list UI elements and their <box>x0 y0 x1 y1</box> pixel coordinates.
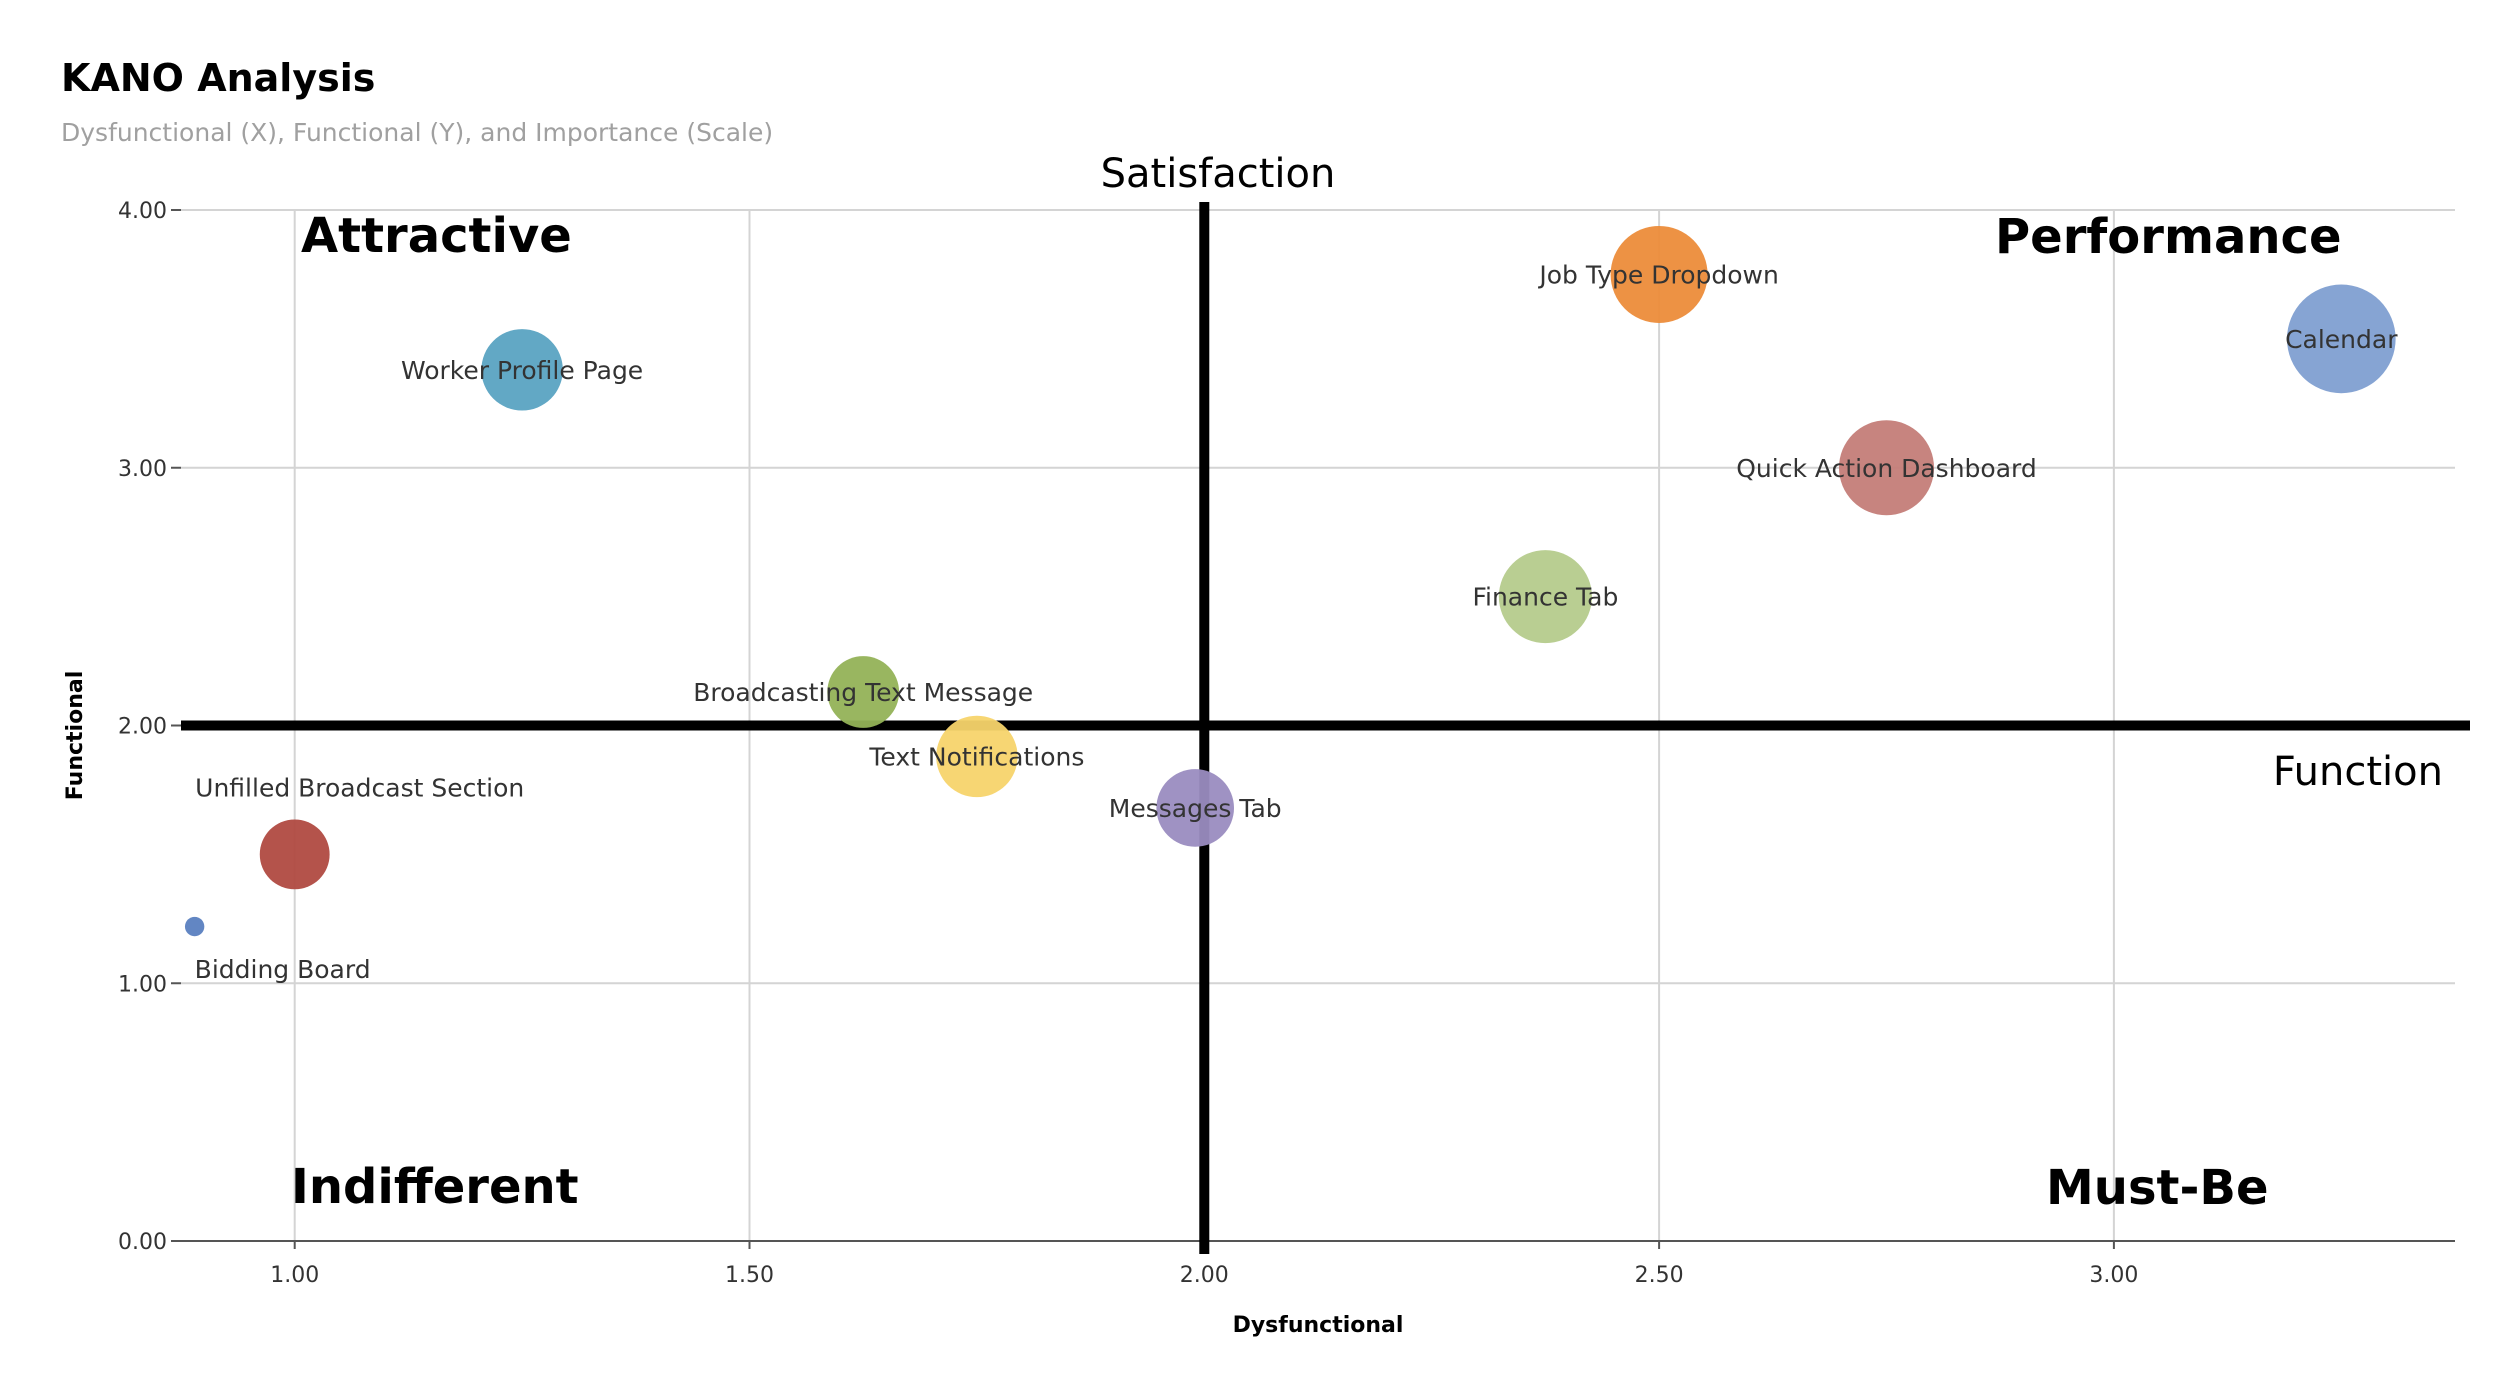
quadrant-label-performance: Performance <box>1995 209 2342 265</box>
bubble-point <box>2286 284 2396 394</box>
y-tick-label: 2.00 <box>118 715 167 740</box>
bubble-point <box>1498 550 1592 644</box>
x-axis-title: Dysfunctional <box>1233 1313 1404 1338</box>
bubble-label: Worker Profile Page <box>401 356 643 385</box>
bubble-point <box>184 916 205 937</box>
quadrant-label-indifferent: Indifferent <box>291 1159 579 1215</box>
x-tick-label: 2.00 <box>1180 1263 1229 1288</box>
bubble-label: Bidding Board <box>195 955 371 984</box>
function-label: Function <box>2273 749 2443 795</box>
y-tick-label: 3.00 <box>118 457 167 482</box>
bubble-point <box>936 715 1018 798</box>
bubble-label: Text Notifications <box>868 742 1084 771</box>
x-tick-label: 2.50 <box>1635 1263 1684 1288</box>
quadrant-label-must-be: Must-Be <box>2046 1160 2269 1216</box>
x-tick-label: 1.00 <box>270 1263 319 1288</box>
bubble-label: Finance Tab <box>1472 583 1618 612</box>
y-tick-label: 4.00 <box>118 199 167 224</box>
y-tick-label: 0.00 <box>118 1230 167 1255</box>
chart-subtitle: Dysfunctional (X), Functional (Y), and I… <box>61 118 774 147</box>
x-tick-label: 3.00 <box>2089 1263 2138 1288</box>
bubble-label: Broadcasting Text Message <box>693 678 1033 707</box>
bubble-point <box>827 656 900 728</box>
bubble-point <box>259 819 330 890</box>
satisfaction-label: Satisfaction <box>1101 151 1336 197</box>
x-tick-label: 1.50 <box>725 1263 774 1288</box>
bubble-label: Messages Tab <box>1109 794 1282 823</box>
y-axis-title: Functional <box>63 671 88 801</box>
quadrant-label-attractive: Attractive <box>301 208 572 264</box>
bubble-point <box>1838 420 1935 516</box>
bubble-point <box>1610 225 1708 323</box>
y-tick-label: 1.00 <box>118 972 167 997</box>
bubble-label: Quick Action Dashboard <box>1736 454 2037 483</box>
bubble-label: Calendar <box>2285 325 2398 354</box>
bubble-point <box>1156 769 1235 847</box>
bubble-label: Job Type Dropdown <box>1537 260 1778 289</box>
chart-title: KANO Analysis <box>61 56 376 100</box>
bubble-label: Unfilled Broadcast Section <box>195 773 524 802</box>
bubble-point <box>481 329 563 411</box>
